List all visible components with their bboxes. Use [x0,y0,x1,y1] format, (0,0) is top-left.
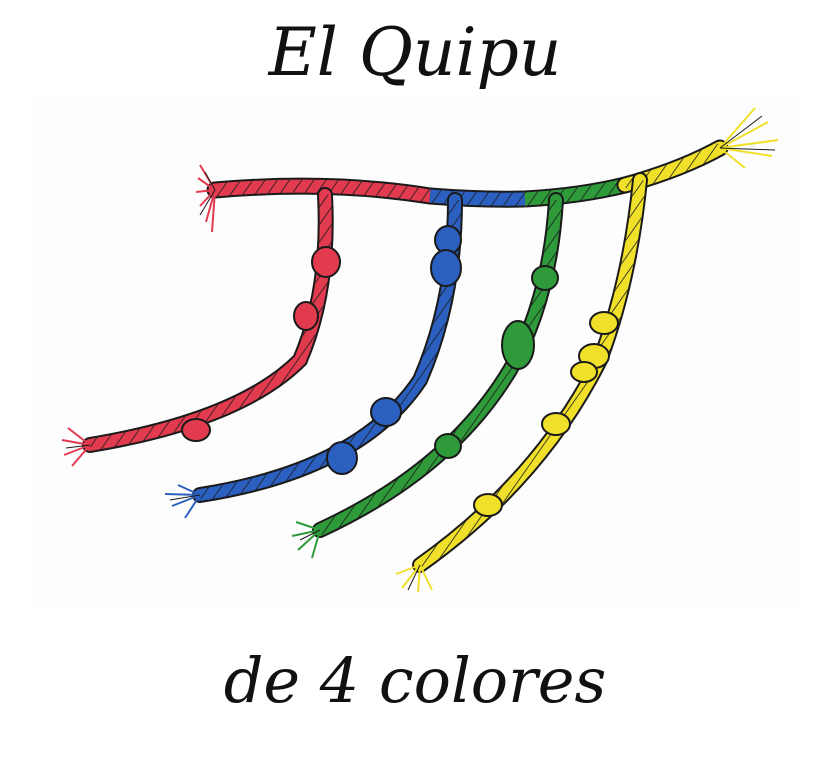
blue-knots [326,225,462,475]
green-knots [434,265,559,459]
red-fringe-left [195,164,216,233]
red-knots [181,246,341,442]
yellow-fringe-right [719,107,779,169]
green-pendant-cord [312,192,564,538]
green-fringe-end [291,521,321,559]
yellow-fringe-end [395,564,433,593]
quipu-illustration-area [30,95,800,610]
main-cord [206,139,729,208]
subtitle-heading: de 4 colores [223,644,607,717]
red-fringe-end [61,427,91,467]
red-pendant-cord [82,187,334,453]
blue-fringe-end [164,484,201,519]
yellow-knots [473,311,619,517]
title-heading: El Quipu [268,14,562,91]
